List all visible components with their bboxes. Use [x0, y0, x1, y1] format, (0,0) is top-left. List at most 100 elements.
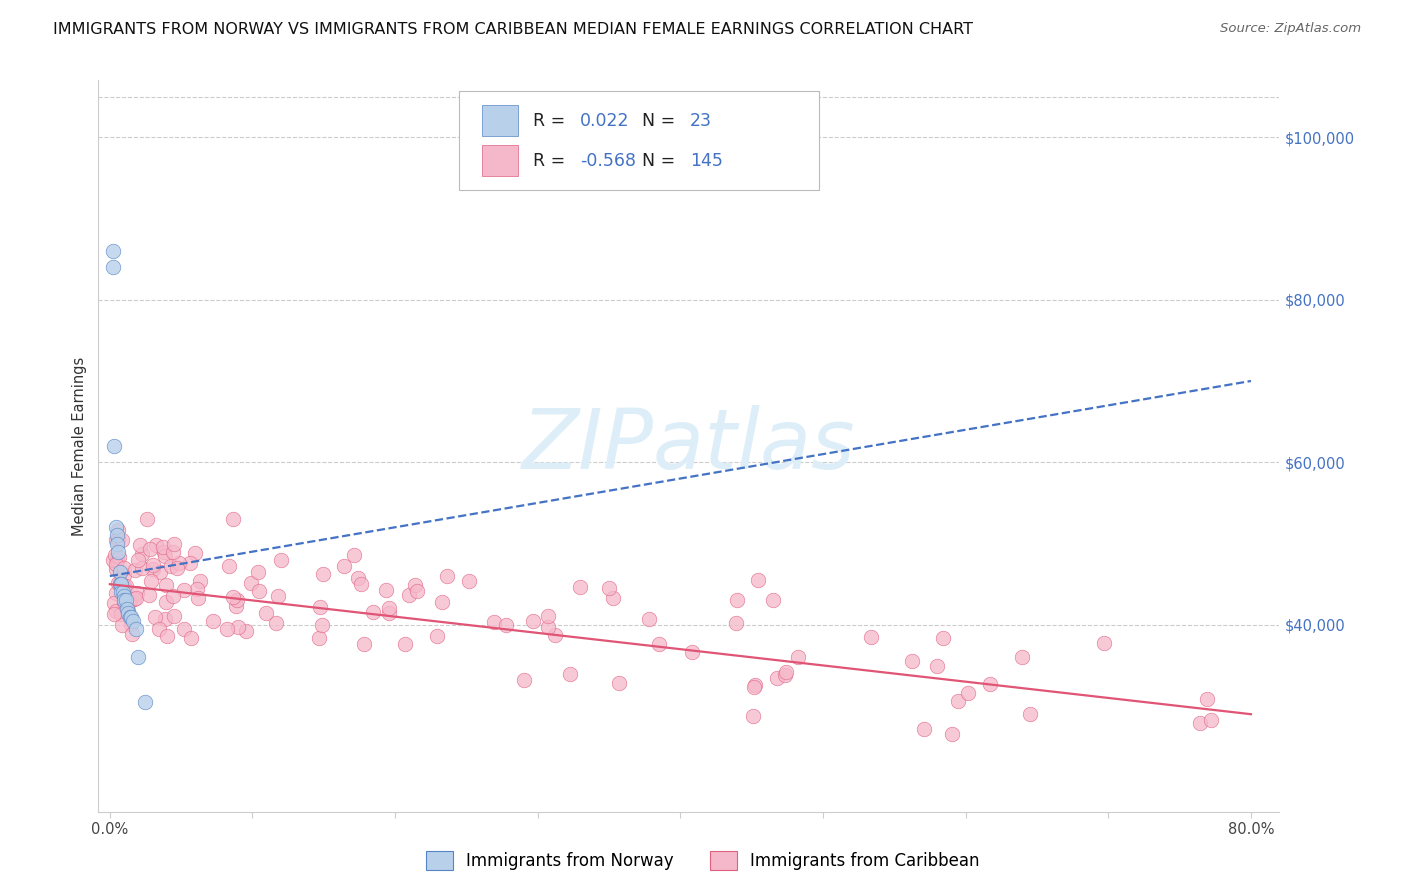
Point [155, 578, 177, 592]
Point [406, 583, 429, 598]
Point [135, 512, 157, 526]
Point [112, 595, 135, 609]
Point [724, 616, 747, 631]
Point [108, 549, 131, 564]
Point [104, 520, 127, 534]
Point [120, 616, 142, 631]
Point [404, 577, 426, 591]
Point [188, 574, 211, 588]
Point [101, 260, 124, 275]
Text: N =: N = [641, 112, 681, 129]
Point [167, 557, 190, 571]
Point [121, 614, 143, 628]
Point [107, 533, 129, 547]
Point [131, 547, 153, 561]
Text: IMMIGRANTS FROM NORWAY VS IMMIGRANTS FROM CARIBBEAN MEDIAN FEMALE EARNINGS CORRE: IMMIGRANTS FROM NORWAY VS IMMIGRANTS FRO… [53, 22, 973, 37]
Point [117, 591, 139, 605]
Point [110, 607, 132, 621]
Point [725, 593, 748, 607]
Point [120, 609, 142, 624]
Point [111, 618, 134, 632]
Point [163, 536, 186, 550]
Point [107, 544, 129, 558]
Point [1092, 636, 1115, 650]
Point [374, 583, 396, 598]
Point [153, 549, 176, 564]
Point [957, 686, 980, 700]
Point [108, 574, 131, 589]
Point [115, 600, 138, 615]
Point [742, 708, 765, 723]
FancyBboxPatch shape [482, 145, 517, 176]
Point [179, 556, 201, 570]
Point [394, 637, 416, 651]
Point [138, 588, 160, 602]
Y-axis label: Median Female Earnings: Median Female Earnings [72, 357, 87, 535]
Point [104, 548, 127, 562]
Point [513, 673, 536, 687]
Point [312, 567, 335, 582]
Point [101, 552, 124, 566]
Point [173, 623, 195, 637]
Point [143, 610, 166, 624]
Point [558, 667, 581, 681]
FancyBboxPatch shape [482, 105, 517, 136]
Point [222, 590, 245, 604]
Point [1188, 715, 1211, 730]
Point [426, 629, 449, 643]
Point [270, 553, 292, 567]
Point [568, 580, 591, 594]
Point [482, 615, 505, 630]
Point [247, 584, 270, 599]
Point [186, 582, 208, 597]
Point [105, 536, 128, 550]
Point [183, 546, 205, 560]
Point [104, 562, 127, 576]
Point [152, 540, 174, 554]
Point [308, 631, 330, 645]
Point [111, 585, 134, 599]
Point [598, 581, 620, 595]
Point [222, 512, 245, 526]
Point [1011, 650, 1033, 665]
Point [544, 628, 567, 642]
Point [522, 614, 544, 628]
Point [432, 594, 454, 608]
Point [900, 654, 922, 668]
Point [110, 585, 132, 599]
Point [775, 665, 797, 679]
Point [127, 585, 149, 599]
Point [762, 592, 785, 607]
Point [648, 637, 671, 651]
Point [103, 596, 125, 610]
Point [141, 558, 163, 573]
Point [267, 589, 290, 603]
Point [163, 609, 186, 624]
Point [105, 557, 128, 571]
Point [142, 562, 165, 576]
Point [110, 577, 132, 591]
Point [127, 650, 149, 665]
Point [112, 593, 135, 607]
Point [129, 538, 152, 552]
Point [159, 559, 181, 574]
Point [218, 559, 240, 574]
Point [235, 624, 257, 638]
Point [103, 607, 125, 622]
Point [105, 604, 128, 618]
Point [240, 575, 263, 590]
Point [225, 599, 247, 614]
Point [187, 591, 209, 606]
Point [1199, 713, 1222, 727]
Point [152, 544, 174, 558]
Point [1197, 692, 1219, 706]
Text: 23: 23 [690, 112, 711, 129]
Text: R =: R = [533, 152, 571, 169]
Point [361, 606, 384, 620]
Point [111, 533, 134, 548]
Point [105, 553, 128, 567]
Point [155, 595, 177, 609]
Point [112, 567, 135, 582]
Text: N =: N = [641, 152, 681, 169]
Point [122, 592, 145, 607]
